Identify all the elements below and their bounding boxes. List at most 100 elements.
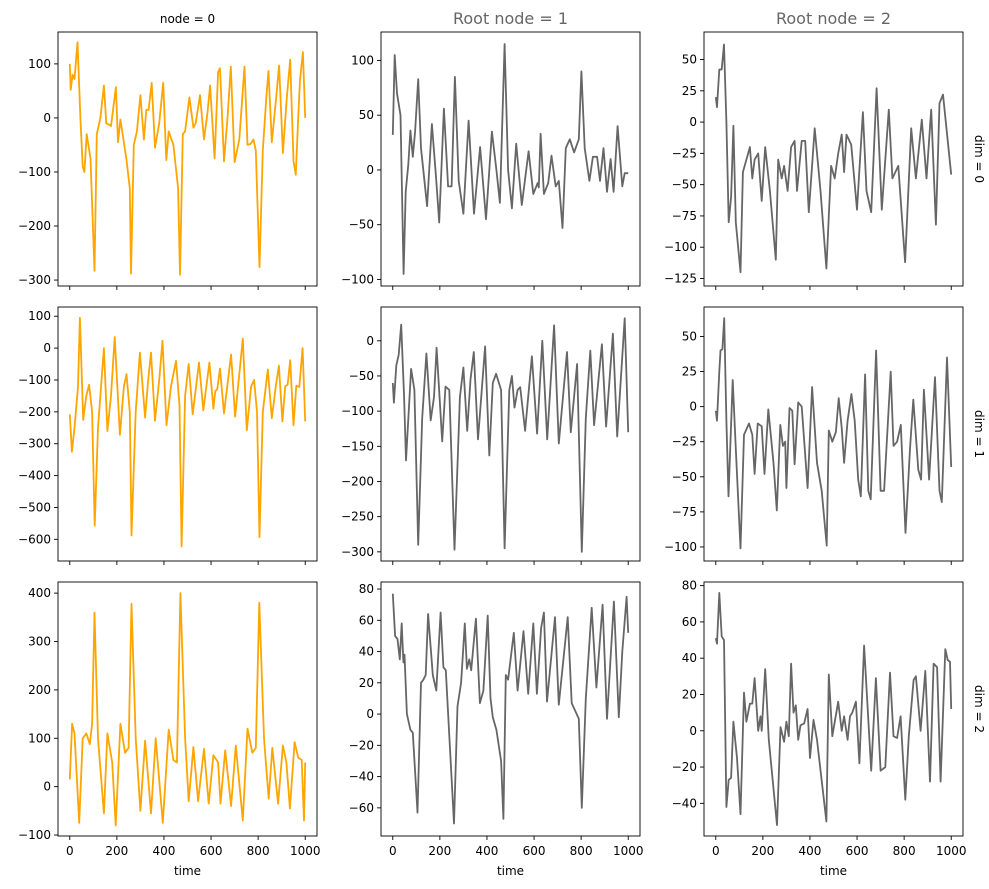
y-tick-label: −25 (672, 146, 697, 160)
row-label: dim = 1 (972, 410, 986, 458)
y-tick-label: 20 (359, 676, 374, 690)
y-tick-label: −50 (349, 369, 374, 383)
column-title: Root node = 1 (453, 9, 568, 28)
y-tick-label: 0 (366, 163, 374, 177)
y-tick-label: 0 (366, 707, 374, 721)
y-tick-label: −300 (341, 545, 374, 559)
y-tick-label: −200 (341, 474, 374, 488)
panel-r1-c1: −300 −250 −200 −150 −100 −50 0 (341, 306, 641, 565)
y-tick-label: 100 (28, 57, 51, 71)
series-line (391, 593, 630, 825)
y-tick-label: 100 (28, 309, 51, 323)
y-tick-label: 60 (682, 615, 697, 629)
y-tick-label: −500 (18, 500, 51, 514)
x-axis-label: time (174, 864, 201, 878)
series-line (391, 317, 630, 553)
y-tick-label: −300 (18, 437, 51, 451)
axes-frame (380, 581, 641, 837)
y-tick-label: 50 (359, 108, 374, 122)
panel-r0-c0: −300 −200 −100 0 100 (18, 31, 318, 290)
y-tick-label: −100 (18, 373, 51, 387)
y-tick-label: −100 (341, 272, 374, 286)
y-tick-label: 25 (682, 84, 697, 98)
y-tick-label: 50 (682, 329, 697, 343)
x-tick-label: 1000 (613, 844, 644, 858)
axes-frame (57, 581, 318, 837)
y-tick-label: −600 (18, 532, 51, 546)
x-tick-label: 400 (476, 844, 499, 858)
axes-frame (703, 306, 964, 562)
y-tick-label: −250 (341, 510, 374, 524)
x-tick-label: 600 (200, 844, 223, 858)
axes-frame (703, 31, 964, 287)
x-tick-label: 200 (751, 844, 774, 858)
y-tick-label: −25 (672, 435, 697, 449)
y-tick-label: −150 (341, 439, 374, 453)
y-tick-label: 100 (351, 53, 374, 67)
x-tick-label: 0 (66, 844, 74, 858)
x-tick-label: 400 (799, 844, 822, 858)
y-tick-label: −100 (341, 404, 374, 418)
y-tick-label: −40 (672, 796, 697, 810)
panel-r1-c0: −600 −500 −400 −300 −200 −100 0 100 (18, 306, 318, 565)
y-tick-label: −20 (672, 760, 697, 774)
row-label: dim = 0 (972, 135, 986, 183)
y-tick-label: −40 (349, 770, 374, 784)
y-tick-label: −200 (18, 219, 51, 233)
series-line (68, 592, 307, 827)
series-line (714, 317, 953, 550)
axes-frame (380, 31, 641, 287)
y-tick-label: −200 (18, 405, 51, 419)
y-tick-label: −400 (18, 469, 51, 483)
y-tick-label: −60 (349, 801, 374, 815)
y-tick-label: −100 (18, 165, 51, 179)
axes-frame (703, 581, 964, 837)
y-tick-label: 200 (28, 683, 51, 697)
x-tick-label: 600 (846, 844, 869, 858)
y-tick-label: 0 (689, 724, 697, 738)
y-tick-label: −75 (672, 505, 697, 519)
y-tick-label: −20 (349, 738, 374, 752)
y-tick-label: −100 (664, 540, 697, 554)
y-tick-label: 60 (359, 613, 374, 627)
x-tick-label: 1000 (936, 844, 967, 858)
panel-r1-c2: −100 −75 −50 −25 0 25 50 (664, 306, 964, 565)
y-tick-label: 25 (682, 365, 697, 379)
x-tick-label: 0 (712, 844, 720, 858)
series-line (714, 592, 953, 826)
y-tick-label: −75 (672, 209, 697, 223)
y-tick-label: 0 (43, 341, 51, 355)
y-tick-label: 0 (43, 111, 51, 125)
series-line (68, 41, 307, 276)
x-tick-label: 800 (570, 844, 593, 858)
y-tick-label: 400 (28, 586, 51, 600)
x-tick-label: 200 (428, 844, 451, 858)
y-tick-label: 50 (682, 53, 697, 67)
y-tick-label: 0 (366, 334, 374, 348)
panel-r0-c1: −100 −50 0 50 100 (341, 31, 641, 290)
axes-frame (57, 306, 318, 562)
y-tick-label: 80 (359, 582, 374, 596)
y-tick-label: 0 (689, 400, 697, 414)
y-tick-label: 100 (28, 731, 51, 745)
axes-frame (57, 31, 318, 287)
axes-frame (380, 306, 641, 562)
x-tick-label: 800 (247, 844, 270, 858)
series-line (391, 43, 629, 275)
row-label: dim = 2 (972, 685, 986, 733)
x-tick-label: 400 (153, 844, 176, 858)
column-title: node = 0 (160, 12, 215, 26)
y-tick-label: −100 (664, 240, 697, 254)
y-tick-label: −50 (672, 470, 697, 484)
y-tick-label: 20 (682, 687, 697, 701)
y-tick-label: 300 (28, 635, 51, 649)
x-tick-label: 0 (389, 844, 397, 858)
panel-r0-c2: −125 −100 −75 −50 −25 0 25 50 (664, 31, 964, 290)
x-axis-label: time (820, 864, 847, 878)
column-title: Root node = 2 (776, 9, 891, 28)
y-tick-label: 0 (43, 780, 51, 794)
y-tick-label: 40 (359, 645, 374, 659)
